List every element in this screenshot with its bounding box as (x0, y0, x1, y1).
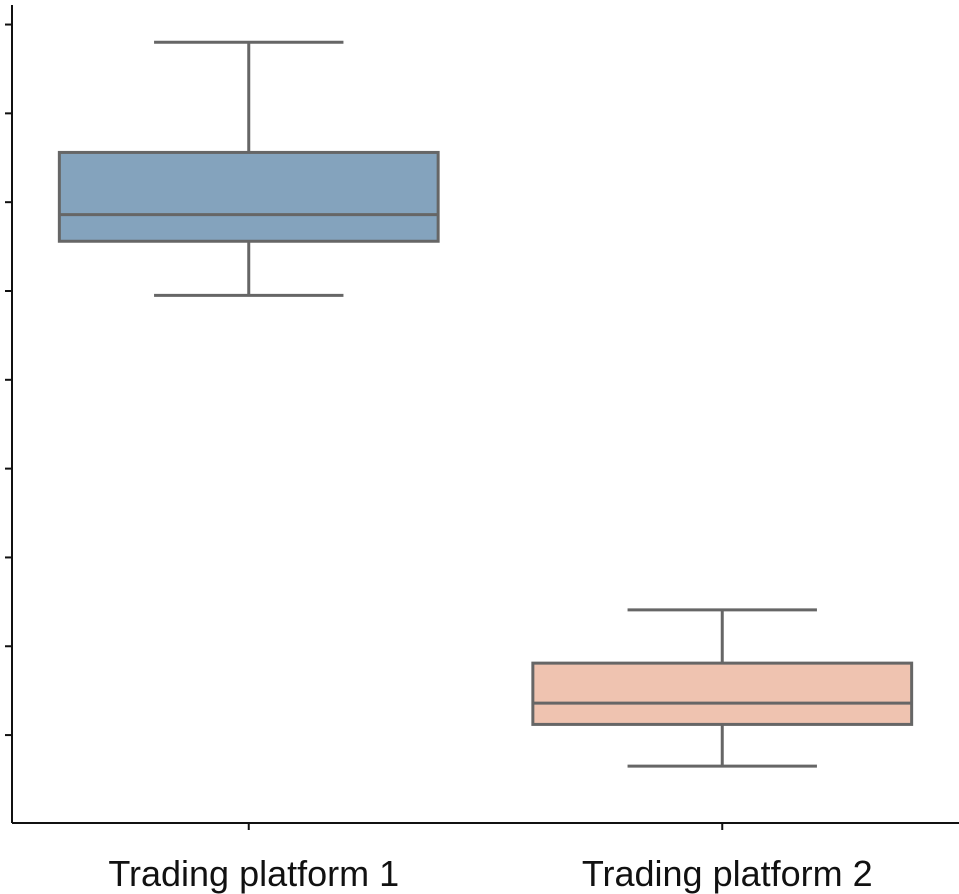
iqr-box (57, 150, 440, 243)
x-tick-label: Trading platform 2 (582, 853, 873, 894)
axes (11, 5, 959, 824)
y-ticks (5, 23, 12, 737)
box-2 (531, 608, 914, 768)
iqr-box (531, 661, 914, 726)
x-tick-label: Trading platform 1 (108, 853, 399, 894)
box-1 (57, 40, 440, 297)
x-ticks: Trading platform 1 Trading platform 2 (108, 823, 873, 894)
boxes (57, 40, 914, 768)
